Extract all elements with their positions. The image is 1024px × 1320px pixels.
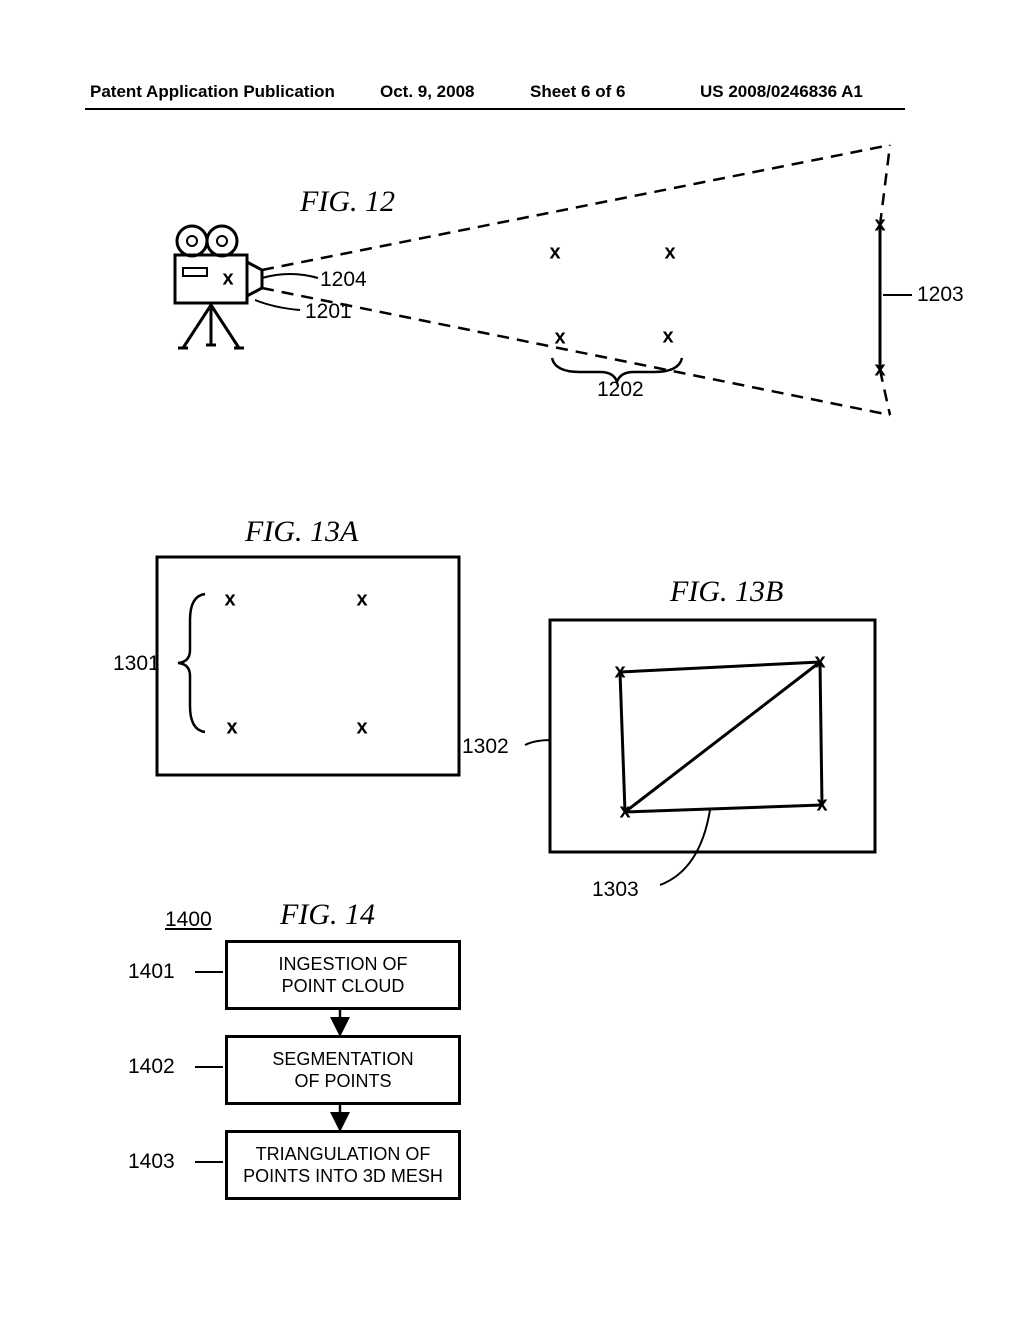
x-mark: x [614,661,625,684]
ref-1401: 1401 [128,960,175,984]
fig-14-arrows [0,0,600,1250]
x-mark: x [816,794,827,817]
x-mark: x [814,651,825,674]
ref-1402: 1402 [128,1055,175,1079]
x-mark: x [619,801,630,824]
ref-1403: 1403 [128,1150,175,1174]
